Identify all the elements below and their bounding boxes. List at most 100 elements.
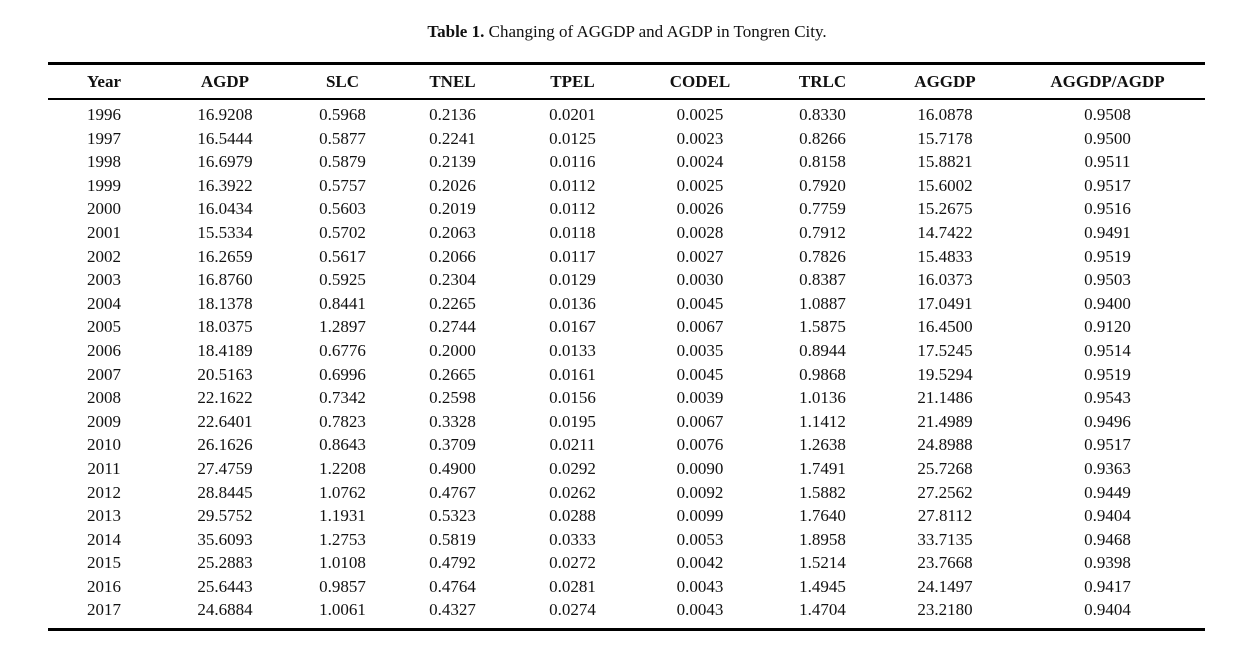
table-cell: 0.7342 <box>319 388 366 408</box>
table-cell: 0.2063 <box>429 222 476 242</box>
table-cell: 2000 <box>87 199 121 219</box>
table-cell: 2003 <box>87 270 121 290</box>
table-cell: 0.4767 <box>429 482 476 502</box>
table-cell: 0.9519 <box>1084 364 1131 384</box>
header-row: Year AGDP SLC TNEL TPEL CODEL TRLC AGGDP… <box>48 63 1205 99</box>
table-cell: 22.1622 <box>197 388 253 408</box>
table-cell: 27.2562 <box>917 482 973 502</box>
table-cell: 2012 <box>87 482 121 502</box>
table-cell: 1.1412 <box>799 411 846 431</box>
table-cell: 18.1378 <box>197 293 253 313</box>
table-cell: 0.7912 <box>799 222 846 242</box>
table-cell: 0.8387 <box>799 270 846 290</box>
table-cell: 1.7491 <box>799 458 846 478</box>
table-cell: 15.7178 <box>917 128 973 148</box>
table-cell: 0.5877 <box>319 128 366 148</box>
column-header-aggdp: AGGDP <box>914 72 976 91</box>
table-cell: 2015 <box>87 553 121 573</box>
table-cell: 0.0023 <box>676 128 724 148</box>
table-cell: 0.5968 <box>319 105 366 124</box>
table-body: 1996 16.9208 0.5968 0.2136 0.0201 0.0025 0.833… <box>48 99 1205 630</box>
table-cell: 1.5875 <box>799 317 846 337</box>
table-cell: 0.0045 <box>676 293 724 313</box>
table-cell: 0.0053 <box>676 529 724 549</box>
table-caption: Table 1. Changing of AGGDP and AGDP in T… <box>0 0 1254 42</box>
table-cell: 0.0092 <box>676 482 724 502</box>
table-cell: 17.0491 <box>917 293 973 313</box>
table-cell: 0.7826 <box>799 246 846 266</box>
table-cell: 0.0112 <box>549 175 596 195</box>
table-cell: 0.9508 <box>1084 105 1131 124</box>
table-cell: 0.9404 <box>1084 506 1131 526</box>
table-cell: 0.0118 <box>549 222 596 242</box>
table-cell: 21.4989 <box>917 411 973 431</box>
table-cell: 33.7135 <box>917 529 973 549</box>
table-cell: 0.9491 <box>1084 222 1131 242</box>
table-cell: 2011 <box>87 458 121 478</box>
table-cell: 0.0125 <box>549 128 596 148</box>
column-header-tpel: TPEL <box>550 72 595 91</box>
table-cell: 0.0024 <box>676 152 724 172</box>
table-cell: 28.8445 <box>197 482 253 502</box>
table-cell: 0.5757 <box>319 175 366 195</box>
table-cell: 0.8944 <box>799 340 846 360</box>
table-cell: 15.8821 <box>917 152 973 172</box>
table-row: 1998 16.6979 0.5879 0.2139 0.0116 0.0024 0.815… <box>48 150 1205 174</box>
table-cell: 0.9519 <box>1084 246 1131 266</box>
table-cell: 0.8266 <box>799 128 846 148</box>
table-row: 2005 18.0375 1.2897 0.2744 0.0167 0.0067 1.587… <box>48 316 1205 340</box>
table-cell: 0.5879 <box>319 152 366 172</box>
table-cell: 26.1626 <box>197 435 253 455</box>
table-cell: 0.0099 <box>676 506 724 526</box>
table-cell: 0.9404 <box>1084 600 1131 620</box>
table-row: 2006 18.4189 0.6776 0.2000 0.0133 0.0035 0.894… <box>48 339 1205 363</box>
table-cell: 17.5245 <box>917 340 973 360</box>
table-cell: 0.0043 <box>676 600 724 620</box>
column-header-slc: SLC <box>325 72 360 91</box>
table-container: Year AGDP SLC TNEL TPEL CODEL TRLC AGGDP… <box>48 62 1205 631</box>
table-row: 1997 16.5444 0.5877 0.2241 0.0125 0.0023 0.826… <box>48 127 1205 151</box>
table-cell: 0.2265 <box>429 293 476 313</box>
table-cell: 0.9400 <box>1084 293 1131 313</box>
table-cell: 0.0201 <box>549 105 596 124</box>
table-cell: 20.5163 <box>197 364 253 384</box>
table-row: 2009 22.6401 0.7823 0.3328 0.0195 0.0067 1.141… <box>48 410 1205 434</box>
table-cell: 0.5925 <box>319 270 366 290</box>
table-cell: 1.5214 <box>799 553 846 573</box>
table-cell: 22.6401 <box>197 411 253 431</box>
table-cell: 0.2026 <box>429 175 476 195</box>
table-cell: 0.0027 <box>676 246 724 266</box>
table-cell: 29.5752 <box>197 506 253 526</box>
table-cell: 0.7759 <box>799 199 846 219</box>
table-cell: 14.7422 <box>917 222 973 242</box>
table-cell: 1999 <box>87 175 121 195</box>
table-cell: 0.9496 <box>1084 411 1131 431</box>
table-cell: 0.2019 <box>429 199 476 219</box>
table-cell: 0.5603 <box>319 199 366 219</box>
table-cell: 25.7268 <box>917 458 973 478</box>
table-cell: 1997 <box>87 128 121 148</box>
table-cell: 0.9120 <box>1084 317 1131 337</box>
table-cell: 0.9503 <box>1084 270 1131 290</box>
table-cell: 16.4500 <box>917 317 973 337</box>
table-cell: 0.9468 <box>1084 529 1131 549</box>
table-cell: 0.2136 <box>429 105 476 124</box>
table-cell: 0.0030 <box>676 270 724 290</box>
table-cell: 0.7920 <box>799 175 846 195</box>
table-cell: 0.9516 <box>1084 199 1131 219</box>
table-cell: 0.9517 <box>1084 435 1131 455</box>
table-cell: 0.2000 <box>429 340 476 360</box>
table-cell: 0.4900 <box>429 458 476 478</box>
column-header-tnel: TNEL <box>429 72 476 91</box>
table-cell: 1.0108 <box>319 553 366 573</box>
table-cell: 0.0025 <box>676 105 724 124</box>
table-cell: 0.9398 <box>1084 553 1131 573</box>
table-row: 2012 28.8445 1.0762 0.4767 0.0262 0.0092 1.588… <box>48 481 1205 505</box>
table-cell: 16.9208 <box>197 105 253 124</box>
table-cell: 0.9868 <box>799 364 846 384</box>
table-cell: 0.9517 <box>1084 175 1131 195</box>
table-cell: 0.0133 <box>549 340 596 360</box>
table-cell: 23.2180 <box>917 600 973 620</box>
table-cell: 1.5882 <box>799 482 846 502</box>
